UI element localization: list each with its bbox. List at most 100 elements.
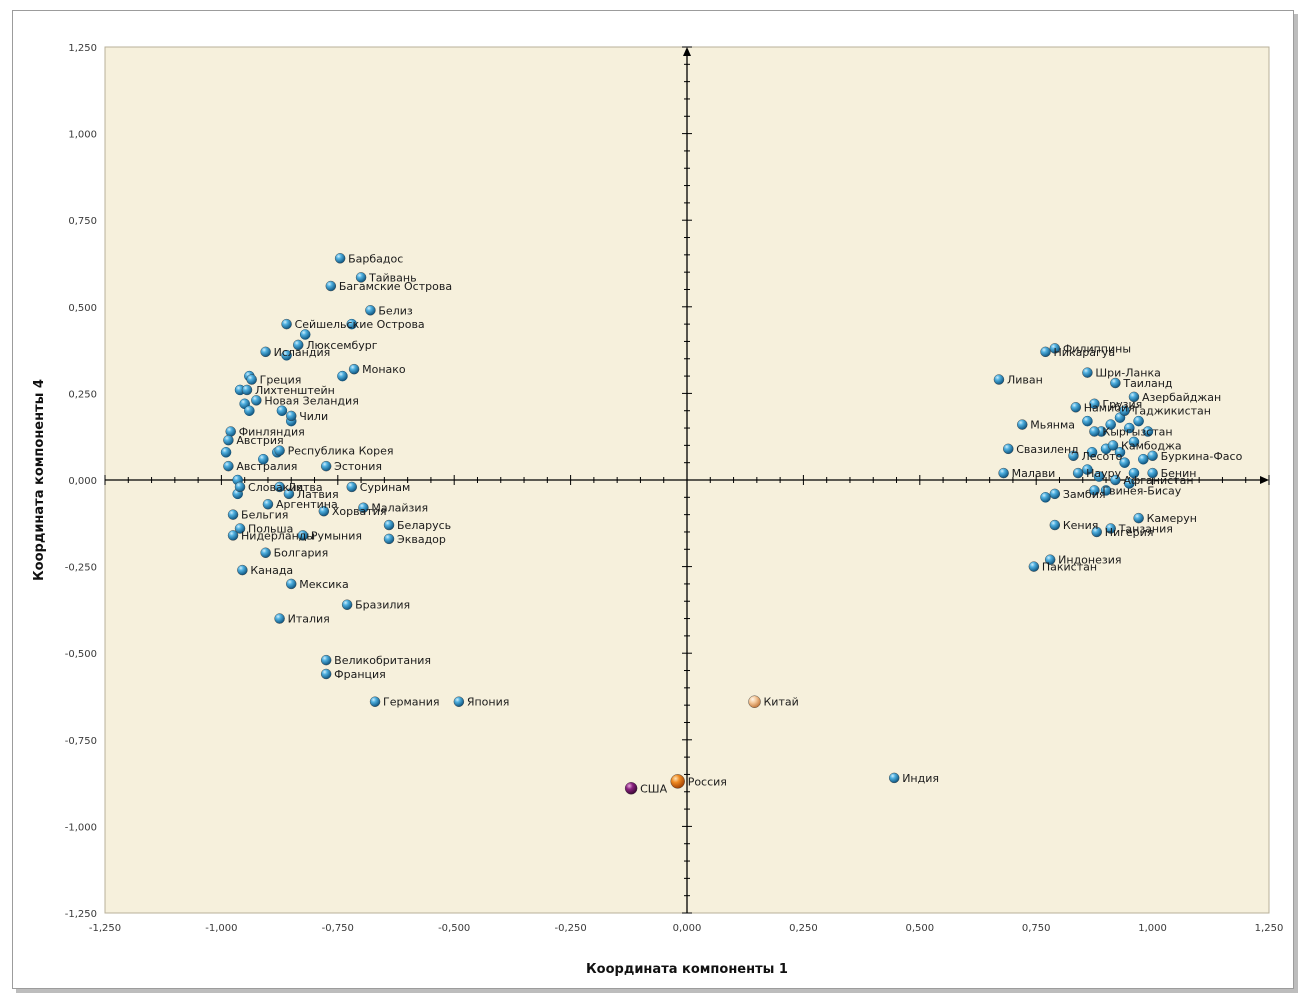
x-tick-label: 1,250 <box>1255 923 1284 934</box>
point-label: Мексика <box>299 578 348 591</box>
point-label: Таиланд <box>1122 377 1173 390</box>
point-label: Никарагуа <box>1054 346 1116 359</box>
data-point <box>318 505 330 517</box>
data-point <box>1072 467 1084 479</box>
data-point <box>227 509 239 520</box>
point-label: Науру <box>1086 467 1122 480</box>
point-label: Сейшельские Острова <box>295 318 425 331</box>
data-point <box>1128 436 1140 448</box>
x-axis-title: Координата компоненты 1 <box>586 962 788 977</box>
point-label: Исландия <box>274 346 331 359</box>
data-point <box>1089 398 1100 409</box>
point-label: Монако <box>362 363 406 376</box>
data-point <box>1124 478 1135 489</box>
data-point <box>1128 467 1140 479</box>
point-label: Афганистан <box>1123 474 1193 487</box>
x-tick-label: -0,500 <box>438 923 470 934</box>
point-label: Чили <box>299 410 328 423</box>
point-label: Белиз <box>378 304 412 317</box>
data-point <box>1110 474 1121 486</box>
point-label: Финляндия <box>239 426 305 439</box>
data-point <box>223 434 234 446</box>
point-label: Тайвань <box>368 271 417 284</box>
data-point <box>1133 415 1144 427</box>
data-point <box>1044 554 1056 565</box>
data-point <box>262 499 274 510</box>
point-label: Азербайджан <box>1142 391 1221 404</box>
y-axis-title: Координата компоненты 4 <box>32 379 47 581</box>
y-tick-label: -0,750 <box>65 736 97 747</box>
y-tick-label: 1,250 <box>68 43 97 54</box>
point-label: Латвия <box>297 488 339 501</box>
y-tick-label: 0,250 <box>68 389 97 400</box>
point-label: Камбоджа <box>1121 439 1182 452</box>
data-point <box>1100 485 1112 496</box>
data-points <box>220 253 1158 795</box>
point-label: Бельгия <box>241 509 288 522</box>
point-label: Буркина-Фасо <box>1161 450 1243 463</box>
data-point <box>365 305 376 316</box>
x-tick-label: 0,250 <box>789 923 818 934</box>
point-label: Китай <box>764 696 799 709</box>
point-label: Барбадос <box>348 252 403 265</box>
data-point <box>251 395 262 406</box>
data-point <box>258 453 269 465</box>
data-point <box>1128 391 1140 403</box>
point-label: Багамские Острова <box>339 280 452 293</box>
data-point <box>297 530 309 541</box>
point-label: Болгария <box>274 547 329 560</box>
point-label: Камерун <box>1147 512 1197 525</box>
data-point <box>1049 519 1061 531</box>
data-point <box>1138 453 1149 465</box>
point-label: Литва <box>288 481 323 494</box>
y-tick-label: -0,250 <box>65 563 97 574</box>
point-label: Нидерланды <box>241 529 315 542</box>
data-point <box>274 445 285 456</box>
y-tick-label: 0,000 <box>68 476 97 487</box>
data-point <box>1049 488 1061 500</box>
data-point <box>225 426 236 437</box>
data-point <box>1082 415 1093 427</box>
data-point <box>888 772 900 784</box>
data-point <box>1086 447 1098 458</box>
point-label: Гвинея-Бисау <box>1102 484 1181 497</box>
data-point <box>383 533 395 545</box>
point-label: Германия <box>383 696 439 709</box>
data-point <box>241 384 253 396</box>
data-point <box>1119 457 1130 468</box>
data-point <box>1068 450 1079 461</box>
data-point <box>260 547 271 558</box>
x-tick-label: 0,000 <box>673 923 702 934</box>
y-axis-arrow <box>683 47 691 56</box>
data-point <box>274 481 285 493</box>
chart-frame: -1,250 -1,000 -0,750 -0,500 -0,250 0,000 0,250… <box>12 10 1294 989</box>
data-point <box>1105 419 1116 430</box>
x-tick-label: 0,750 <box>1022 923 1051 934</box>
data-point <box>453 696 465 707</box>
data-point <box>234 481 246 493</box>
axes <box>104 46 1270 914</box>
y-tick-label: -1,000 <box>65 822 97 833</box>
point-label: Кыргызстан <box>1102 426 1172 439</box>
point-label: Ливан <box>1007 374 1043 387</box>
data-point <box>348 363 360 375</box>
point-label: Эстония <box>334 460 382 473</box>
point-label: Беларусь <box>397 519 451 532</box>
data-point <box>383 519 395 531</box>
data-point <box>1147 467 1158 479</box>
point-label: Люксембург <box>306 339 378 352</box>
data-point <box>341 599 353 610</box>
data-point <box>286 410 297 422</box>
point-label: Франция <box>334 668 386 681</box>
y-tick-label: -1,250 <box>65 909 97 920</box>
point-label: Намибия <box>1084 401 1135 414</box>
point-label: Суринам <box>360 481 411 494</box>
point-label: Хорватия <box>332 505 387 518</box>
y-tick-label: 0,500 <box>68 303 97 314</box>
data-point <box>274 613 285 624</box>
y-tick-label: 1,000 <box>68 130 97 141</box>
point-label: Шри-Ланка <box>1095 367 1160 380</box>
data-point <box>1049 343 1061 354</box>
data-point <box>1107 440 1119 451</box>
